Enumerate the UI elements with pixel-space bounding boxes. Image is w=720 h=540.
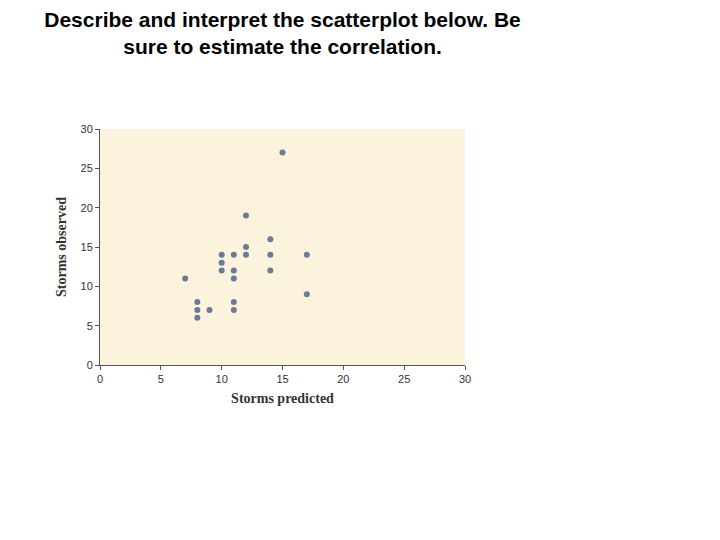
svg-text:25: 25 [398,373,410,385]
svg-text:5: 5 [158,373,164,385]
svg-text:Describe and interpret the sca: Describe and interpret the scatterplot b… [44,8,521,58]
svg-text:10: 10 [216,373,228,385]
svg-text:10: 10 [81,280,93,292]
svg-text:20: 20 [337,373,349,385]
svg-text:0: 0 [97,373,103,385]
svg-text:30: 30 [81,123,93,135]
svg-text:0: 0 [87,359,93,371]
svg-text:25: 25 [81,162,93,174]
svg-text:Storms predicted: Storms predicted [231,391,334,406]
svg-text:5: 5 [87,320,93,332]
svg-text:30: 30 [459,373,471,385]
svg-text:20: 20 [81,202,93,214]
svg-text:Storms observed: Storms observed [54,197,69,297]
svg-text:15: 15 [276,373,288,385]
svg-text:15: 15 [81,241,93,253]
